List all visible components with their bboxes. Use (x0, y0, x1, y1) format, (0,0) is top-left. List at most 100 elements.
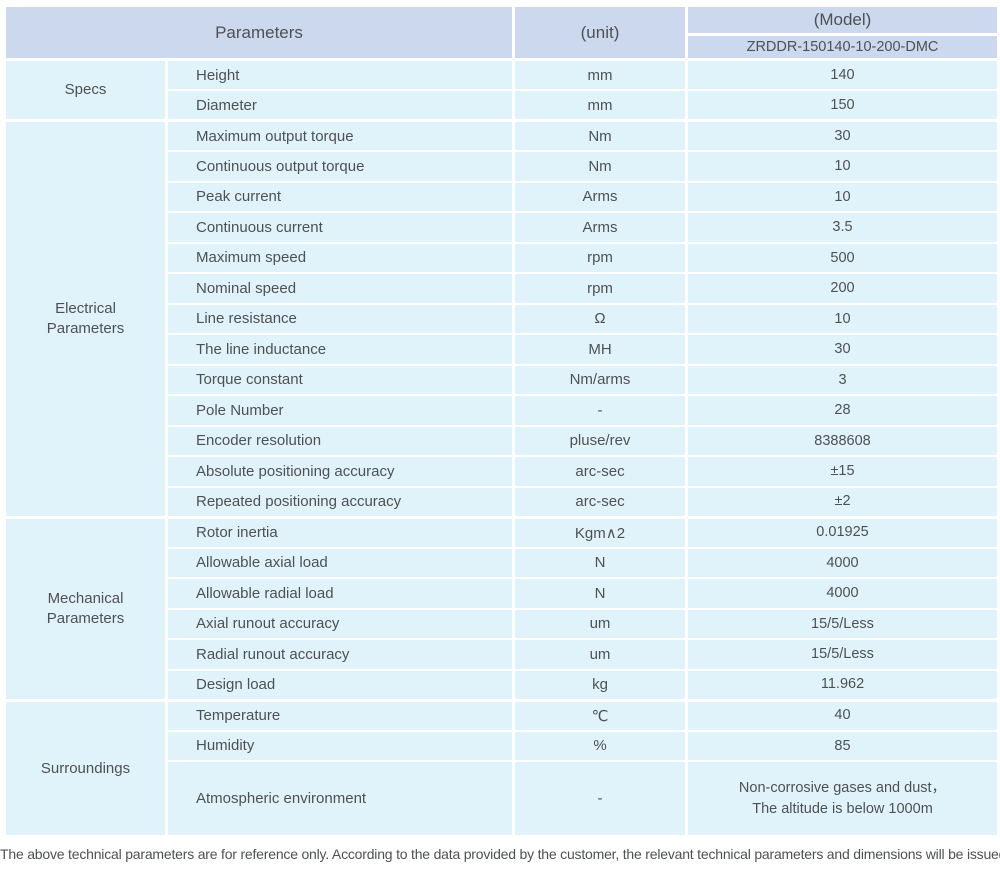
param-name-cell: Maximum output torque (165, 119, 515, 152)
param-name-cell: Height (165, 58, 515, 91)
param-value-cell: 11.962 (685, 668, 1000, 701)
param-value-cell: 0.01925 (685, 516, 1000, 549)
category-cell-specs: Specs (3, 58, 168, 122)
table-row: Line resistance Ω 10 (5, 302, 1000, 335)
param-value-cell: 40 (685, 699, 1000, 732)
param-name-cell: Encoder resolution (165, 424, 515, 457)
param-name-cell: Continuous current (165, 211, 515, 244)
param-value-cell: 500 (685, 241, 1000, 274)
param-value-cell: 10 (685, 150, 1000, 183)
header-row-2: ZRDDR-150140-10-200-DMC (5, 33, 1000, 61)
table-row: Atmospheric environment - Non-corrosive … (5, 760, 1000, 837)
table-row: Allowable axial load N 4000 (5, 546, 1000, 579)
param-unit-cell: - (512, 394, 688, 427)
param-name-cell: Axial runout accuracy (165, 607, 515, 640)
param-unit-cell: um (512, 607, 688, 640)
table-row: Diameter mm 150 (5, 89, 1000, 122)
table-row: Electrical Parameters Maximum output tor… (3, 119, 1000, 518)
param-name-cell: Humidity (165, 729, 515, 762)
table-row: Specs Height mm 140 (3, 58, 1000, 122)
table-row: Torque constant Nm/arms 3 (5, 363, 1000, 396)
param-unit-cell: Nm (512, 119, 688, 152)
param-unit-cell: mm (512, 58, 688, 91)
param-name-cell: Line resistance (165, 302, 515, 335)
category-label: Surroundings (40, 759, 131, 777)
param-unit-cell: N (512, 546, 688, 579)
param-name-cell: The line inductance (165, 333, 515, 366)
param-name-cell: Design load (165, 668, 515, 701)
table-row: Absolute positioning accuracy arc-sec ±1… (5, 455, 1000, 488)
table-row: Allowable radial load N 4000 (5, 577, 1000, 610)
group-specs: Specs Height mm 140 Diameter mm 150 (3, 58, 1000, 122)
param-value-cell: 10 (685, 180, 1000, 213)
param-name-cell: Nominal speed (165, 272, 515, 305)
header-model: (Model) (685, 4, 1000, 36)
param-name-cell: Repeated positioning accuracy (165, 485, 515, 518)
param-name-cell: Absolute positioning accuracy (165, 455, 515, 488)
param-value-cell: 30 (685, 119, 1000, 152)
header-unit: (unit) (512, 4, 688, 61)
table-row: Axial runout accuracy um 15/5/Less (5, 607, 1000, 640)
param-name-cell: Radial runout accuracy (165, 638, 515, 671)
header-model-number: ZRDDR-150140-10-200-DMC (685, 33, 1000, 61)
param-unit-cell: Arms (512, 211, 688, 244)
table-row: Surroundings Temperature ℃ 40 (3, 699, 1000, 837)
param-unit-cell: arc-sec (512, 485, 688, 518)
category-label: Specs (64, 81, 107, 99)
param-name-cell: Torque constant (165, 363, 515, 396)
param-name-cell: Rotor inertia (165, 516, 515, 549)
param-unit-cell: Nm (512, 150, 688, 183)
param-value-cell: ±15 (685, 455, 1000, 488)
param-value-cell: 4000 (685, 546, 1000, 579)
param-unit-cell: Kgm∧2 (512, 516, 688, 549)
param-name-cell: Atmospheric environment (165, 760, 515, 837)
table-row: The line inductance MH 30 (5, 333, 1000, 366)
table-row: Radial runout accuracy um 15/5/Less (5, 638, 1000, 671)
table-row: Maximum speed rpm 500 (5, 241, 1000, 274)
category-cell-electrical: Electrical Parameters (3, 119, 168, 518)
param-value-cell: 15/5/Less (685, 607, 1000, 640)
group-electrical-parameters: Electrical Parameters Maximum output tor… (3, 119, 1000, 518)
param-name-cell: Allowable axial load (165, 546, 515, 579)
param-unit-cell: Arms (512, 180, 688, 213)
param-unit-cell: - (512, 760, 688, 837)
table-row: Repeated positioning accuracy arc-sec ±2 (5, 485, 1000, 518)
param-unit-cell: arc-sec (512, 455, 688, 488)
param-unit-cell: ℃ (512, 699, 688, 732)
footnote: The above technical parameters are for r… (0, 846, 1000, 862)
param-value-cell: 10 (685, 302, 1000, 335)
param-value-cell: 3.5 (685, 211, 1000, 244)
param-name-cell: Diameter (165, 89, 515, 122)
category-label: Electrical Parameters (46, 300, 125, 337)
param-name-cell: Peak current (165, 180, 515, 213)
param-value-cell: Non-corrosive gases and dust， The altitu… (685, 760, 1000, 837)
param-value-cell: ±2 (685, 485, 1000, 518)
table-header: Parameters (unit) (Model) ZRDDR-150140-1… (3, 4, 1000, 61)
param-unit-cell: um (512, 638, 688, 671)
param-value-cell: 150 (685, 89, 1000, 122)
param-value-cell: 200 (685, 272, 1000, 305)
param-unit-cell: rpm (512, 241, 688, 274)
group-surroundings: Surroundings Temperature ℃ 40 Humidity %… (3, 699, 1000, 837)
param-value-cell: 140 (685, 58, 1000, 91)
group-mechanical-parameters: Mechanical Parameters Rotor inertia Kgm∧… (3, 516, 1000, 701)
table-row: Continuous output torque Nm 10 (5, 150, 1000, 183)
param-unit-cell: N (512, 577, 688, 610)
header-parameters: Parameters (3, 4, 515, 61)
param-value-cell: 4000 (685, 577, 1000, 610)
param-name-cell: Continuous output torque (165, 150, 515, 183)
table-row: Encoder resolution pluse/rev 8388608 (5, 424, 1000, 457)
table-row: Peak current Arms 10 (5, 180, 1000, 213)
param-value-cell: 15/5/Less (685, 638, 1000, 671)
param-name-cell: Temperature (165, 699, 515, 732)
param-unit-cell: pluse/rev (512, 424, 688, 457)
param-unit-cell: % (512, 729, 688, 762)
param-name-cell: Pole Number (165, 394, 515, 427)
category-label: Mechanical Parameters (46, 590, 125, 627)
param-unit-cell: mm (512, 89, 688, 122)
param-name-cell: Allowable radial load (165, 577, 515, 610)
table-row: Mechanical Parameters Rotor inertia Kgm∧… (3, 516, 1000, 701)
param-unit-cell: rpm (512, 272, 688, 305)
param-value-cell: 3 (685, 363, 1000, 396)
